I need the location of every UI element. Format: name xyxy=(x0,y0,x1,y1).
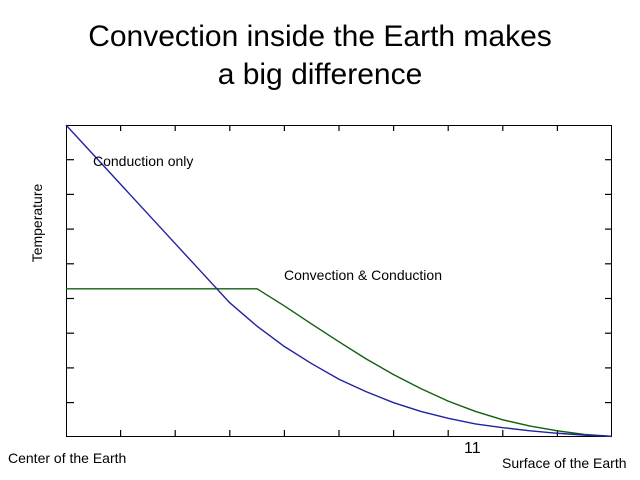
series-line-convection-conduction xyxy=(66,288,613,438)
title-line-2: a big difference xyxy=(217,58,423,91)
y-axis-ticks-right xyxy=(605,159,612,404)
series-label-conduction-only: Conduction only xyxy=(93,153,194,169)
title-line-1: Convection inside the Earth makes xyxy=(88,20,552,53)
series-label-convection-conduction: Convection & Conduction xyxy=(284,267,442,283)
y-axis-title: Temperature xyxy=(29,183,45,263)
page-title: Convection inside the Earth makes a big … xyxy=(0,18,640,94)
y-axis-ticks xyxy=(66,159,74,404)
x-axis-ticks xyxy=(119,430,559,437)
stray-axis-number-label: 11 xyxy=(464,440,481,457)
x-axis-ticks-top xyxy=(119,125,559,131)
series-line-conduction-only xyxy=(65,124,613,438)
x-axis-right-endpoint-label: Surface of the Earth xyxy=(502,455,627,471)
x-axis-left-endpoint-label: Center of the Earth xyxy=(8,450,127,466)
